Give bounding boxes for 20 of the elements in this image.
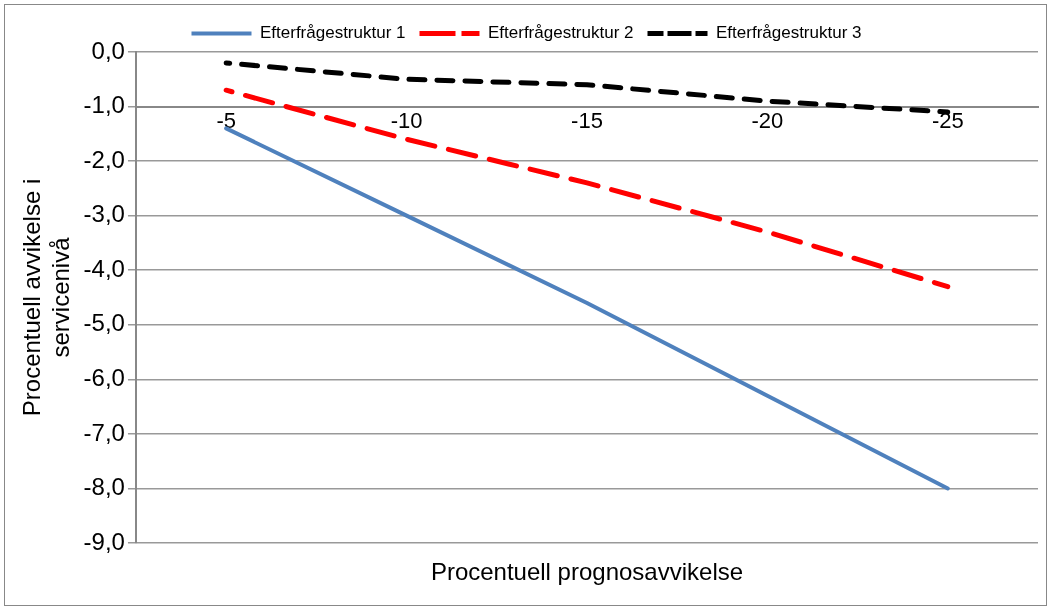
x-axis-title: Procentuell prognosavvikelse [430,557,744,585]
x-tick-label: -5 [216,107,236,133]
y-tick-label: 0,0 [91,36,125,64]
y-axis-title: Procentuell avvikelse i servicenivå [18,178,74,417]
y-tick-label: -3,0 [83,200,125,228]
y-tick-label: -5,0 [83,309,125,337]
legend-label: Efterfrågestruktur 2 [488,23,634,43]
x-tick-label: -25 [931,107,964,133]
legend-label: Efterfrågestruktur 1 [259,23,406,43]
y-tick-label: -1,0 [83,91,125,119]
y-tick-label: -9,0 [83,527,125,555]
x-tick-label: -10 [390,107,423,133]
x-tick-label: -20 [751,107,784,133]
y-tick-label: -7,0 [83,418,125,446]
y-tick-label: -4,0 [83,254,125,282]
x-tick-label: -15 [571,107,603,133]
y-tick-label: -2,0 [83,145,125,173]
legend-label: Efterfrågestruktur 3 [716,23,862,43]
y-tick-label: -6,0 [83,363,125,391]
y-tick-label: -8,0 [83,473,125,501]
